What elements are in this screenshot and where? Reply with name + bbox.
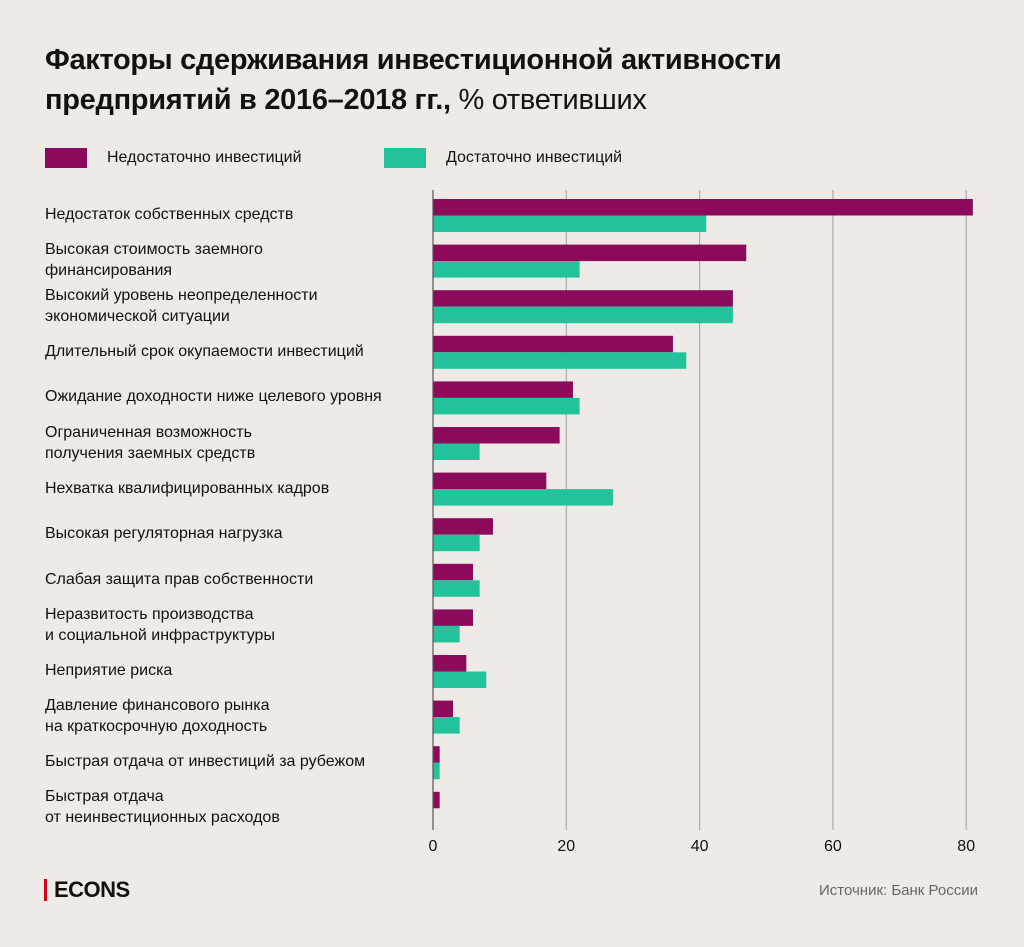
bar-insufficient bbox=[433, 290, 733, 307]
category-label: Высокая регуляторная нагрузка bbox=[45, 525, 283, 543]
legend-swatch bbox=[45, 148, 87, 168]
bar-sufficient bbox=[433, 534, 480, 552]
category-label: Ограниченная возможность получения заемны… bbox=[45, 423, 256, 462]
bar-insufficient bbox=[433, 381, 573, 398]
legend-swatch bbox=[384, 148, 426, 168]
bar-insufficient bbox=[433, 609, 473, 626]
legend-item-sufficient: Достаточно инвестиций bbox=[384, 148, 622, 168]
bar-insufficient bbox=[433, 563, 473, 581]
bar-insufficient bbox=[433, 427, 560, 444]
bar-sufficient bbox=[433, 261, 580, 278]
bar-sufficient bbox=[433, 625, 460, 643]
bar-insufficient bbox=[433, 655, 467, 672]
category-label: Недостаток собственных средств bbox=[45, 206, 294, 223]
bar-insufficient bbox=[433, 335, 673, 353]
bar-insufficient bbox=[433, 746, 440, 763]
source-note: Источник: Банк России bbox=[818, 882, 978, 899]
chart-unit: % ответивших bbox=[458, 84, 647, 116]
x-tick-label: 80 bbox=[957, 838, 975, 855]
x-tick-label: 40 bbox=[691, 838, 709, 855]
bar-sufficient bbox=[433, 397, 580, 415]
x-tick-label: 60 bbox=[824, 838, 842, 855]
category-label: Давление финансового рынка на краткосрочн… bbox=[45, 697, 270, 736]
bar-insufficient bbox=[433, 244, 747, 262]
bar-insufficient bbox=[433, 791, 440, 809]
bar-sufficient bbox=[433, 717, 460, 734]
category-label: Нехватка квалифицированных кадров bbox=[45, 479, 330, 497]
category-label: Высокий уровень неопределенности экономич… bbox=[45, 286, 318, 325]
legend-item-insufficient: Недостаточно инвестиций bbox=[45, 148, 302, 168]
bar-sufficient bbox=[433, 443, 480, 460]
econs-logo: ECONS bbox=[44, 877, 130, 903]
bar-sufficient bbox=[433, 489, 613, 506]
bar-sufficient bbox=[433, 215, 707, 232]
category-label: Ожидание доходности ниже целевого уровня bbox=[45, 388, 382, 406]
category-label: Слабая защита прав собственности bbox=[45, 570, 314, 588]
bar-insufficient bbox=[433, 518, 493, 535]
bar-sufficient bbox=[433, 580, 480, 597]
category-label: Высокая стоимость заемного финансирования bbox=[45, 241, 263, 280]
bar-insufficient bbox=[433, 700, 453, 718]
bar-sufficient bbox=[433, 762, 440, 780]
x-tick-label: 20 bbox=[557, 838, 575, 855]
bar-sufficient bbox=[433, 352, 687, 369]
category-label: Неразвитость производства и социальной ин… bbox=[45, 605, 275, 644]
bar-sufficient bbox=[433, 306, 733, 324]
bar-insufficient bbox=[433, 199, 973, 216]
chart-title: Факторы сдерживания инвестиционной актив… bbox=[45, 44, 782, 116]
bar-sufficient bbox=[433, 671, 487, 688]
category-label: Длительный срок окупаемости инвестиций bbox=[45, 342, 364, 360]
category-label: Неприятие риска bbox=[45, 662, 173, 679]
x-tick-label: 0 bbox=[429, 838, 438, 855]
category-label: Быстрая отдача от неинвестиционных расход… bbox=[45, 788, 280, 827]
bar-insufficient bbox=[433, 472, 547, 490]
category-label: Быстрая отдача от инвестиций за рубежом bbox=[45, 753, 366, 771]
